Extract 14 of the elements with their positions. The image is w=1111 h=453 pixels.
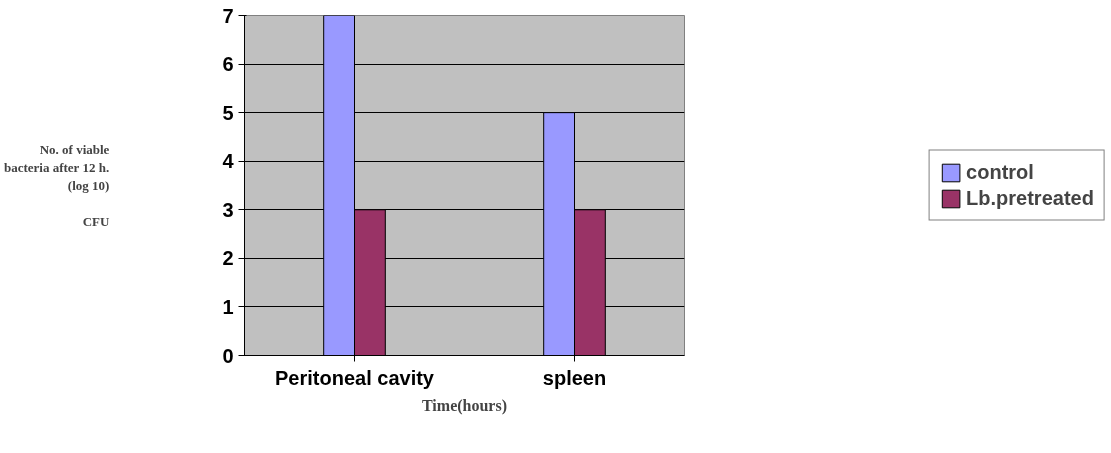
y-tick-label: 7 (222, 4, 234, 27)
x-tick-label: spleen (542, 366, 607, 389)
y-tick-label: 3 (222, 198, 234, 221)
legend-label: Lb.pretreated (966, 186, 1094, 210)
y-tick-label: 5 (222, 101, 234, 124)
legend-label: control (966, 160, 1034, 184)
text: No. of viable bacteria after 12 h. (log 10) CFU (3, 142, 110, 229)
x-tick-label: Peritoneal cavity (275, 366, 435, 389)
y-tick-label: 0 (222, 344, 234, 367)
y-tick-label: 2 (222, 247, 234, 270)
y-tick-label: 1 (222, 295, 234, 318)
y-tick-label: 4 (222, 150, 235, 173)
y-tick-label: 6 (222, 53, 234, 76)
x-axis-title: Time(hours) (421, 396, 508, 415)
